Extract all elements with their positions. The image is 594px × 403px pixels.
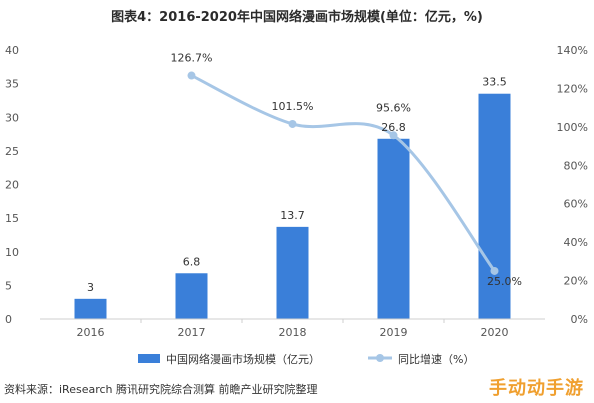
y-left-tick-label: 0 [5, 313, 12, 326]
y-right-tick-label: 100% [557, 121, 588, 134]
line-series [187, 71, 499, 275]
bar [377, 138, 410, 319]
line-point [187, 71, 196, 80]
bar [74, 298, 107, 319]
y-left-tick-label: 40 [5, 44, 19, 57]
x-tick-label: 2020 [481, 326, 509, 339]
line-point [490, 266, 499, 275]
chart-title: 图表4：2016-2020年中国网络漫画市场规模(单位：亿元，%) [111, 10, 483, 25]
growth-line [190, 74, 496, 272]
x-tick-label: 2016 [77, 326, 105, 339]
y-left-tick-label: 25 [5, 145, 19, 158]
y-right-tick-label: 140% [557, 44, 588, 57]
line-point [288, 119, 297, 128]
bar-data-label: 13.7 [280, 209, 305, 222]
x-tick-label: 2018 [279, 326, 307, 339]
bar [276, 226, 309, 319]
bar [175, 273, 208, 319]
legend-bar-label: 中国网络漫画市场规模（亿元） [166, 352, 320, 366]
bar-series [74, 93, 511, 320]
bar-data-label: 26.8 [381, 121, 406, 134]
y-left-tick-label: 30 [5, 111, 19, 124]
bar-data-label: 3 [87, 281, 94, 294]
legend: 中国网络漫画市场规模（亿元） 同比增速（%） [138, 352, 474, 366]
y-right-tick-label: 0% [571, 313, 588, 326]
bar-data-label: 33.5 [482, 76, 507, 89]
axes: 0 5 10 15 20 25 30 35 40 0% 20% 40% 60% 80% 100% 120% 14… [5, 44, 588, 339]
y-left-tick-label: 20 [5, 179, 19, 192]
brand-watermark: 手动动手游 [489, 378, 584, 399]
data-labels: 3 6.8 13.7 26.8 33.5 126.7% 101.5% 95.6% 25.0% [87, 52, 522, 294]
x-tick-label: 2017 [178, 326, 206, 339]
line-data-label: 101.5% [272, 100, 314, 113]
y-right-tick-label: 80% [564, 159, 588, 172]
line-data-label: 126.7% [171, 52, 213, 65]
legend-line-marker [376, 354, 384, 362]
x-tick-label: 2019 [380, 326, 408, 339]
line-point [389, 131, 398, 140]
line-data-label: 95.6% [376, 101, 411, 114]
y-right-tick-label: 60% [564, 198, 588, 211]
y-left-tick-label: 10 [5, 246, 19, 259]
bar-data-label: 6.8 [183, 255, 201, 268]
source-note: 资料来源：iResearch 腾讯研究院综合测算 前瞻产业研究院整理 [4, 383, 318, 396]
legend-line-label: 同比增速（%） [398, 352, 474, 366]
y-left-tick-label: 5 [5, 279, 12, 292]
y-left-tick-label: 35 [5, 78, 19, 91]
y-right-tick-label: 120% [557, 82, 588, 95]
legend-bar-swatch [138, 354, 160, 363]
y-left-tick-label: 15 [5, 212, 19, 225]
bar [478, 93, 511, 320]
y-right-tick-label: 40% [564, 236, 588, 249]
line-data-label: 25.0% [487, 275, 522, 288]
y-right-tick-label: 20% [564, 275, 588, 288]
